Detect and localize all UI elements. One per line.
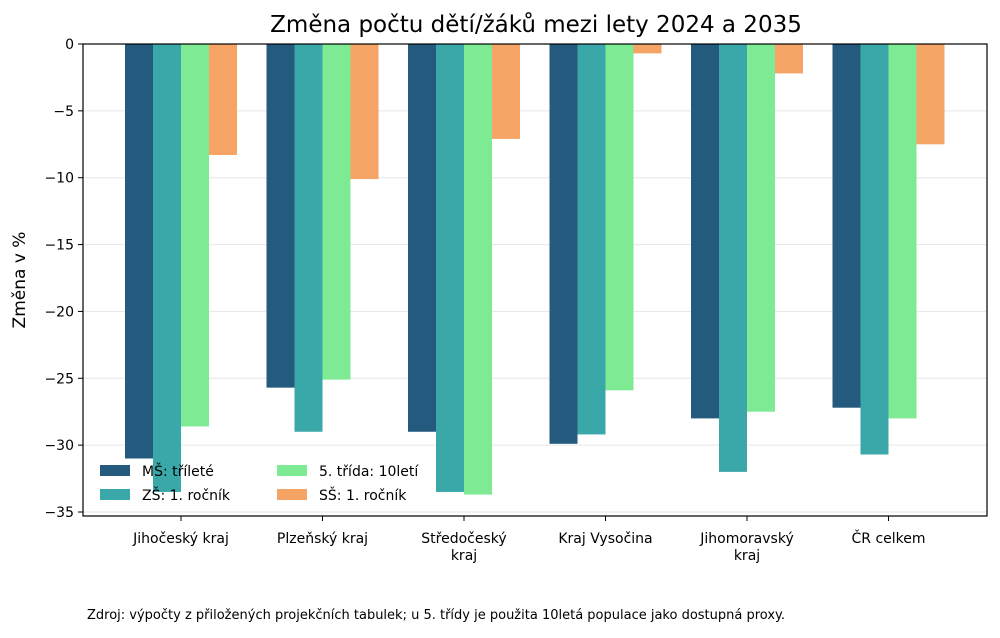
legend-label: 5. třída: 10letí [319,464,419,480]
bar [322,44,351,380]
x-tick-label: Jihočeský kraj [132,531,229,547]
legend-label: ZŠ: 1. ročník [142,486,231,504]
source-note: Zdroj: výpočty z přiložených projekčních… [87,608,786,623]
bar [294,44,323,432]
legend-swatch [100,465,130,476]
bar [209,44,237,155]
x-tick-label: Jihomoravský [699,531,793,547]
bar [719,44,747,472]
legend-swatch [277,465,307,476]
bar [633,44,662,54]
bar [266,44,295,388]
x-tick-label: kraj [451,548,477,564]
bar [832,44,861,408]
y-tick-label: −10 [44,171,74,187]
chart: Změna počtu dětí/žáků mezi lety 2024 a 2… [10,11,988,564]
chart-title: Změna počtu dětí/žáků mezi lety 2024 a 2… [270,11,802,38]
legend-label: SŠ: 1. ročník [319,486,407,504]
bar [125,44,153,459]
bar [492,44,520,139]
y-axis: 0 −5 −10 −15 −20 −25 −30 −35 [44,37,83,521]
bar [916,44,945,145]
y-tick-label: −5 [53,104,74,120]
plot-frame [82,43,988,517]
x-tick-label: Kraj Vysočina [558,531,652,547]
x-tick-label: kraj [734,548,760,564]
bar [181,44,209,427]
legend-swatch [277,489,307,500]
y-tick-label: −20 [44,304,74,320]
x-tick-label: Plzeňský kraj [277,531,368,547]
legend: MŠ: tříleté ZŠ: 1. ročník 5. třída: 10letí… [100,462,419,504]
bar [775,44,803,74]
bar [577,44,606,435]
bar [350,44,379,180]
y-tick-label: 0 [65,37,74,53]
bar [153,44,181,492]
y-tick-label: −30 [44,438,74,454]
y-tick-label: −15 [44,238,74,254]
y-tick-label: −25 [44,371,74,387]
bar [436,44,464,492]
bar [888,44,917,419]
legend-swatch [100,489,130,500]
y-tick-label: −35 [44,505,74,521]
legend-label: MŠ: tříleté [142,462,214,480]
bar [464,44,492,495]
x-axis: Jihočeský kraj Plzeňský kraj Středočeskýkr… [132,516,926,564]
x-tick-label: Středočeský [421,531,506,547]
bar [549,44,578,444]
bar [860,44,889,455]
bar [747,44,775,412]
bar [605,44,634,391]
bar [691,44,719,419]
y-axis-label: Změna v % [10,232,30,329]
bar [408,44,436,432]
x-tick-label: ČR celkem [851,529,925,547]
bars [125,44,945,495]
